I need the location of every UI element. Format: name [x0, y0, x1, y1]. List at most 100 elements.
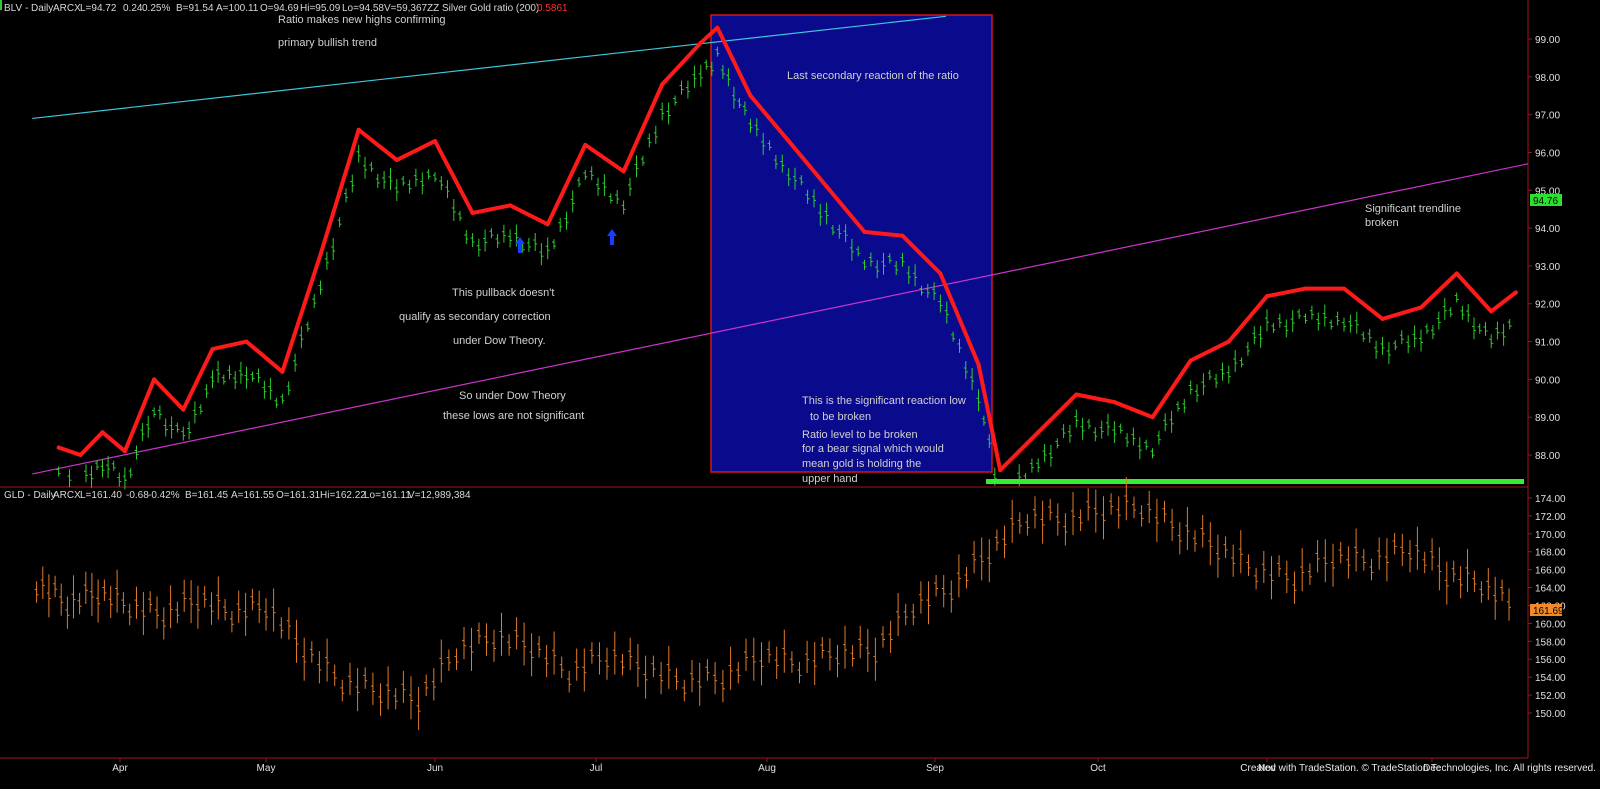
bottom-y-tick-label: 172.00	[1535, 512, 1566, 523]
ratio-point	[862, 229, 867, 234]
bottom-y-tick-label: 158.00	[1535, 637, 1566, 648]
top-y-tick-label: 91.00	[1535, 338, 1560, 349]
top-y-tick-label: 89.00	[1535, 413, 1560, 424]
arrow-up-icon	[515, 237, 525, 253]
bottom-y-tick-label: 170.00	[1535, 530, 1566, 541]
blv-bid: B=91.54	[176, 3, 214, 14]
blv-last-price: 94.76	[1533, 196, 1558, 207]
x-tick-label: Sep	[926, 763, 944, 774]
ratio-point	[244, 339, 249, 344]
bottom-y-tick-label: 168.00	[1535, 548, 1566, 559]
ratio-point	[56, 445, 61, 450]
blv-change-pct: 0.25%	[142, 3, 170, 14]
top-y-tick-label: 95.00	[1535, 186, 1560, 197]
ratio-point	[1489, 309, 1494, 314]
annotation-ratio-highs-2: primary bullish trend	[278, 37, 377, 49]
ratio-points	[56, 25, 1518, 473]
annotation-pullback-1: This pullback doesn't	[452, 287, 554, 299]
bottom-panel-header: GLD - Daily ARCX L=161.40 -0.68 -0.42% B…	[4, 490, 471, 501]
ratio-point	[122, 449, 127, 454]
ratio-point	[715, 25, 720, 30]
annotation-trendline-2: broken	[1365, 217, 1399, 229]
top-y-tick-label: 96.00	[1535, 148, 1560, 159]
upper-trendline	[32, 15, 946, 120]
gld-low: Lo=161.11	[364, 490, 411, 501]
gld-bid: B=161.45	[185, 490, 229, 501]
x-tick-label: Aug	[758, 763, 776, 774]
annotation-pullback-2: qualify as secondary correction	[399, 311, 551, 323]
top-y-axis: 99.00 98.00 97.00 96.00 95.00 94.00 93.00 92.00…	[1528, 35, 1560, 462]
ratio-point	[1188, 358, 1193, 363]
bottom-y-tick-label: 164.00	[1535, 584, 1566, 595]
ratio-point	[583, 142, 588, 147]
annotation-ratio-level-3: mean gold is holding the	[802, 458, 921, 470]
gld-change: -0.68	[126, 490, 149, 501]
ratio-indicator-name: ZZ Silver Gold ratio (200)	[427, 3, 539, 14]
blv-last-price-tag: 94.76	[1530, 194, 1562, 207]
ratio-point	[1074, 392, 1079, 397]
ratio-point	[998, 468, 1003, 473]
ratio-point	[394, 158, 399, 162]
ratio-point	[786, 139, 791, 144]
annotation-lows-1: So under Dow Theory	[459, 390, 566, 402]
top-y-tick-label: 94.00	[1535, 224, 1560, 235]
bottom-y-tick-label: 166.00	[1535, 566, 1566, 577]
ratio-point	[1513, 290, 1518, 295]
ratio-point	[280, 369, 285, 374]
x-axis: Apr May Jun Jul Aug Sep Oct Nov Dec	[112, 758, 1441, 774]
ratio-point	[152, 377, 157, 382]
bottom-y-tick-label: 152.00	[1535, 691, 1566, 702]
blv-low: Lo=94.58	[342, 3, 384, 14]
ratio-point	[1303, 286, 1308, 291]
gld-change-pct: -0.42%	[148, 490, 180, 501]
ratio-point	[698, 40, 703, 45]
bottom-y-tick-label: 174.00	[1535, 494, 1566, 505]
ratio-point	[1419, 305, 1423, 310]
ratio-point	[356, 127, 361, 132]
bottom-y-tick-label: 160.00	[1535, 619, 1566, 630]
gld-last-price: 161.69	[1533, 606, 1564, 617]
blv-symbol: BLV - Daily	[4, 3, 53, 14]
ratio-point	[1150, 415, 1155, 420]
gld-price-bars	[34, 477, 1511, 730]
top-y-tick-label: 99.00	[1535, 35, 1560, 46]
ratio-point	[660, 82, 665, 87]
ratio-point	[1112, 400, 1117, 405]
blv-change: 0.24	[123, 3, 143, 14]
ratio-point	[1265, 294, 1269, 299]
top-y-tick-label: 90.00	[1535, 375, 1560, 386]
annotation-ratio-level-2: for a bear signal which would	[802, 443, 944, 455]
x-tick-label: Jul	[590, 763, 603, 774]
bottom-y-tick-label: 154.00	[1535, 673, 1566, 684]
ratio-point	[181, 407, 186, 412]
gld-open: O=161.31	[276, 490, 321, 501]
annotation-ratio-highs-1: Ratio makes new highs confirming	[278, 14, 446, 26]
ratio-point	[78, 453, 83, 457]
top-y-tick-label: 88.00	[1535, 451, 1560, 462]
ratio-point	[318, 252, 323, 257]
ratio-point	[824, 184, 829, 189]
ratio-point	[748, 93, 753, 98]
x-tick-label: Nov	[1258, 763, 1276, 774]
top-panel-header: BLV - Daily ARCX L=94.72 0.24 0.25% B=91…	[0, 0, 568, 14]
annotation-reaction-low-2: to be broken	[810, 411, 871, 423]
ratio-point	[1226, 339, 1231, 344]
bottom-y-tick-label: 150.00	[1535, 709, 1566, 720]
lower-trendline	[32, 163, 1529, 475]
annotation-last-secondary: Last secondary reaction of the ratio	[787, 70, 959, 82]
gld-exchange: ARCX	[53, 490, 81, 501]
gld-volume: V=12,989,384	[408, 490, 471, 501]
ratio-point	[900, 233, 905, 238]
annotation-reaction-low-1: This is the significant reaction low	[802, 395, 966, 407]
blv-last: L=94.72	[80, 3, 117, 14]
blv-ask: A=100.11	[216, 3, 259, 14]
ratio-point	[976, 362, 981, 367]
top-y-tick-label: 98.00	[1535, 73, 1560, 84]
blv-open: O=94.69	[260, 3, 299, 14]
ratio-point	[621, 169, 626, 174]
blv-high: Hi=95.09	[300, 3, 341, 14]
bottom-y-tick-label: 156.00	[1535, 655, 1566, 666]
annotation-lows-2: these lows are not significant	[443, 410, 584, 422]
ratio-indicator-value: 0.5861	[537, 3, 568, 14]
